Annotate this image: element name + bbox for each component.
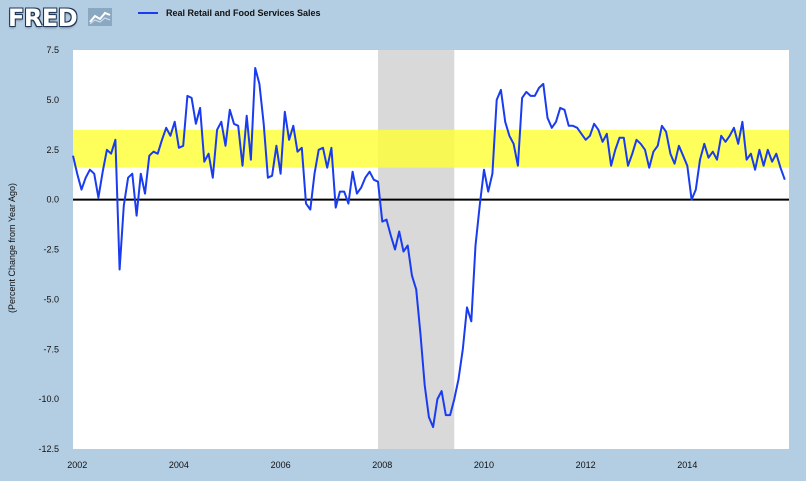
recession-shading <box>378 50 455 449</box>
y-tick-label: -12.5 <box>38 444 59 454</box>
x-tick-label: 2006 <box>271 460 291 470</box>
x-tick-label: 2008 <box>372 460 392 470</box>
y-tick-label: 7.5 <box>46 45 59 55</box>
legend-swatch <box>138 12 158 14</box>
y-tick-label: -10.0 <box>38 394 59 404</box>
y-tick-label: -5.0 <box>43 294 59 304</box>
legend-label: Real Retail and Food Services Sales <box>166 8 321 18</box>
logo-text: FRED <box>8 4 78 32</box>
legend: Real Retail and Food Services Sales <box>138 8 321 18</box>
y-tick-label: -7.5 <box>43 344 59 354</box>
x-tick-label: 2004 <box>169 460 189 470</box>
fred-logo[interactable]: FRED <box>8 4 78 32</box>
graph-icon <box>88 8 112 26</box>
x-tick-label: 2002 <box>67 460 87 470</box>
x-tick-label: 2012 <box>576 460 596 470</box>
y-tick-label: 0.0 <box>46 195 59 205</box>
y-tick-label: 2.5 <box>46 145 59 155</box>
y-tick-label: -2.5 <box>43 245 59 255</box>
x-tick-label: 2010 <box>474 460 494 470</box>
y-tick-label: 5.0 <box>46 95 59 105</box>
x-tick-label: 2014 <box>677 460 697 470</box>
series-line <box>72 67 786 429</box>
target-band <box>73 129 789 168</box>
